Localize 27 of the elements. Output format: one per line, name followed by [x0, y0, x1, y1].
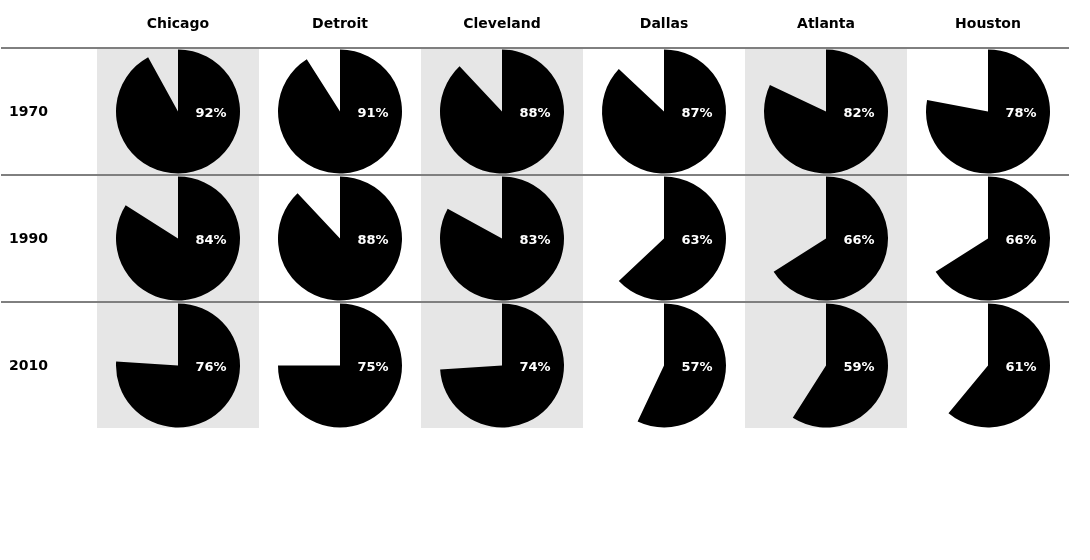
data-label: 61%: [1005, 358, 1037, 374]
data-label: 76%: [195, 358, 227, 374]
data-label: 74%: [519, 358, 551, 374]
data-label: 84%: [195, 231, 227, 247]
text: 1990: [9, 229, 49, 246]
data-label: 83%: [519, 231, 551, 247]
chart-title: Atlanta: [797, 14, 855, 31]
chart-title: Cleveland: [463, 14, 541, 31]
data-label: 66%: [843, 231, 875, 247]
data-label: 78%: [1005, 104, 1037, 120]
chart-title: Houston: [955, 14, 1021, 31]
data-label: 88%: [519, 104, 551, 120]
data-label: 87%: [681, 104, 713, 120]
data-label: 88%: [357, 231, 389, 247]
text: 1970: [9, 102, 49, 119]
data-label: 91%: [357, 104, 389, 120]
data-label: 57%: [681, 358, 713, 374]
chart-title: Chicago: [146, 14, 210, 31]
data-label: 82%: [843, 104, 875, 120]
data-label: 59%: [843, 358, 875, 374]
data-label: 66%: [1005, 231, 1037, 247]
data-label: 92%: [195, 104, 227, 120]
chart-title: Detroit: [312, 14, 369, 31]
chart-title: Dallas: [639, 14, 689, 31]
data-label: 75%: [357, 358, 389, 374]
text: 2010: [9, 356, 49, 373]
data-label: 63%: [681, 231, 713, 247]
